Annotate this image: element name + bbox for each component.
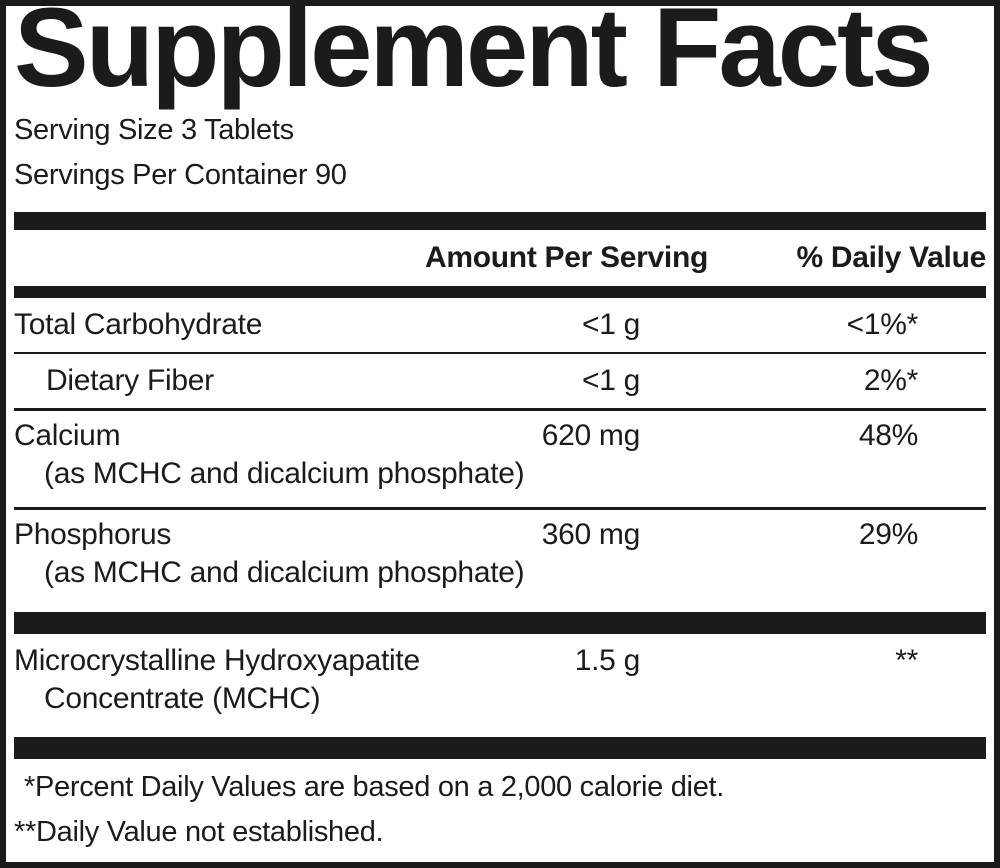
column-header-amount-per-serving: Amount Per Serving	[425, 241, 708, 274]
nutrient-daily-value: 48%	[858, 419, 918, 452]
table-row-main-line: Total Carbohydrate <1 g <1%*	[14, 306, 986, 344]
footnote-percent-daily-values: *Percent Daily Values are based on a 2,0…	[24, 771, 725, 803]
panel-title: Supplement Facts	[14, 0, 934, 110]
section-divider-bar	[14, 612, 986, 634]
nutrient-daily-value: 2%*	[863, 364, 918, 397]
nutrient-source-subtext: (as MCHC and dicalcium phosphate)	[44, 457, 525, 490]
table-row-main-line: Dietary Fiber <1 g 2%*	[14, 362, 986, 400]
nutrient-amount: <1 g	[581, 308, 640, 341]
table-row: Phosphorus 360 mg 29% (as MCHC and dical…	[14, 510, 986, 612]
table-row: Calcium 620 mg 48% (as MCHC and dicalciu…	[14, 411, 986, 510]
servings-per-container-text: Servings Per Container 90	[14, 159, 347, 191]
nutrient-rows: Total Carbohydrate <1 g <1%* Dietary Fib…	[14, 298, 986, 612]
table-row: Dietary Fiber <1 g 2%*	[14, 354, 986, 411]
nutrient-name: Phosphorus	[14, 518, 172, 551]
nutrient-daily-value: **	[895, 644, 918, 677]
nutrient-name: Calcium	[14, 419, 121, 452]
other-ingredient-rows: Microcrystalline Hydroxyapatite 1.5 g **…	[14, 634, 986, 737]
nutrient-daily-value: 29%	[858, 518, 918, 551]
nutrient-amount: <1 g	[581, 364, 640, 397]
nutrient-name: Microcrystalline Hydroxyapatite	[14, 644, 420, 677]
column-header-percent-daily-value: % Daily Value	[796, 241, 986, 274]
section-divider-bar	[14, 212, 986, 230]
nutrient-name: Dietary Fiber	[46, 364, 214, 397]
table-row-main-line: Calcium 620 mg 48%	[14, 417, 986, 455]
table-row: Total Carbohydrate <1 g <1%*	[14, 298, 986, 354]
nutrient-daily-value: <1%*	[846, 308, 919, 341]
footnotes: *Percent Daily Values are based on a 2,0…	[14, 765, 986, 855]
table-row-main-line: Microcrystalline Hydroxyapatite 1.5 g **	[14, 642, 986, 680]
nutrient-amount: 360 mg	[541, 518, 641, 551]
serving-size-text: Serving Size 3 Tablets	[14, 114, 294, 146]
table-header-row: Amount Per Serving % Daily Value	[14, 230, 986, 298]
nutrient-source-subtext: Concentrate (MCHC)	[44, 682, 321, 715]
section-divider-bar	[14, 737, 986, 759]
nutrient-name: Total Carbohydrate	[14, 308, 263, 341]
table-row-main-line: Phosphorus 360 mg 29%	[14, 516, 986, 554]
table-row: Microcrystalline Hydroxyapatite 1.5 g **…	[14, 634, 986, 737]
footnote-daily-value-not-established: **Daily Value not established.	[14, 816, 384, 848]
nutrient-amount: 1.5 g	[574, 644, 641, 677]
nutrient-amount: 620 mg	[541, 419, 641, 452]
nutrient-source-subtext: (as MCHC and dicalcium phosphate)	[44, 556, 525, 589]
